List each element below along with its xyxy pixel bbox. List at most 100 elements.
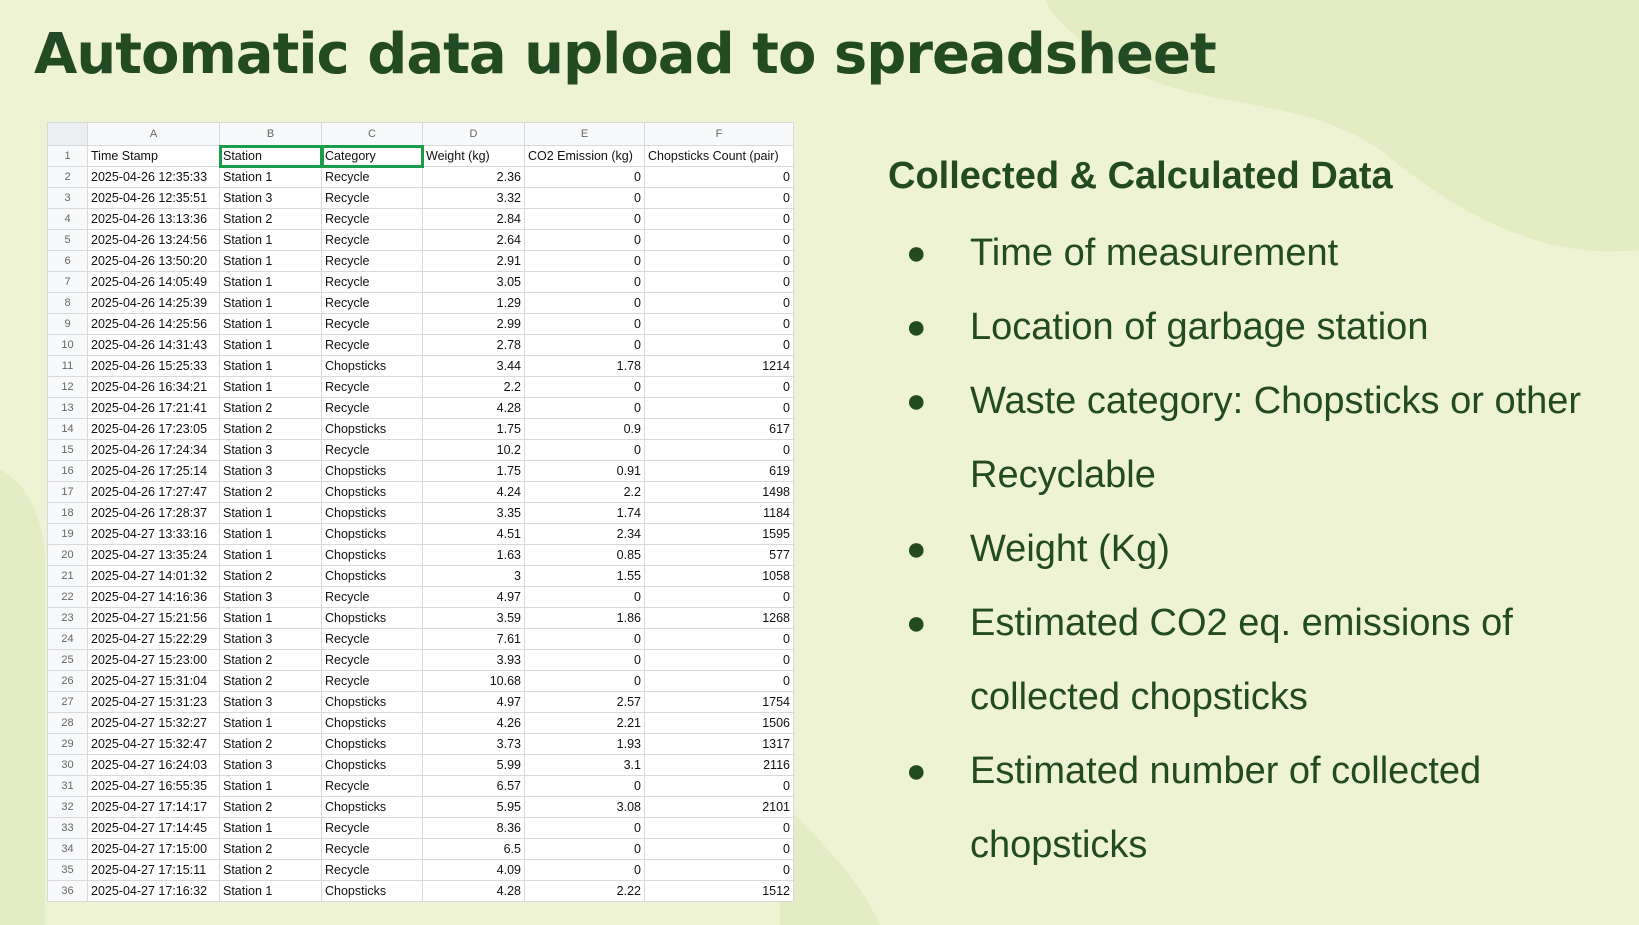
table-cell[interactable]: 2025-04-27 15:31:23: [87, 691, 220, 713]
table-cell[interactable]: Station 1: [219, 271, 322, 293]
table-cell[interactable]: Chopsticks: [321, 691, 423, 713]
table-cell[interactable]: 0: [644, 859, 794, 881]
row-number[interactable]: 10: [47, 334, 88, 356]
row-number[interactable]: 15: [47, 439, 88, 461]
table-cell[interactable]: 2025-04-26 14:05:49: [87, 271, 220, 293]
table-cell[interactable]: Recycle: [321, 439, 423, 461]
table-cell[interactable]: Station 1: [219, 817, 322, 839]
table-cell[interactable]: 4.97: [422, 691, 525, 713]
table-cell[interactable]: Station 2: [219, 649, 322, 671]
table-cell[interactable]: 4.09: [422, 859, 525, 881]
table-cell[interactable]: Station 3: [219, 628, 322, 650]
table-cell[interactable]: Station 2: [219, 397, 322, 419]
table-cell[interactable]: 1498: [644, 481, 794, 503]
table-cell[interactable]: Station 1: [219, 313, 322, 335]
table-cell[interactable]: 0: [644, 271, 794, 293]
table-cell[interactable]: 3.59: [422, 607, 525, 629]
row-number[interactable]: 35: [47, 859, 88, 881]
table-cell[interactable]: 2025-04-27 17:15:00: [87, 838, 220, 860]
row-number[interactable]: 25: [47, 649, 88, 671]
table-cell[interactable]: 0: [524, 817, 645, 839]
table-cell[interactable]: 0: [644, 250, 794, 272]
table-cell[interactable]: Station 3: [219, 439, 322, 461]
table-cell[interactable]: Recycle: [321, 292, 423, 314]
table-cell[interactable]: 1595: [644, 523, 794, 545]
table-cell[interactable]: 2025-04-27 13:35:24: [87, 544, 220, 566]
table-cell[interactable]: 577: [644, 544, 794, 566]
table-cell[interactable]: 1268: [644, 607, 794, 629]
row-number[interactable]: 31: [47, 775, 88, 797]
row-number[interactable]: 12: [47, 376, 88, 398]
table-cell[interactable]: 1317: [644, 733, 794, 755]
table-cell[interactable]: 1.75: [422, 460, 525, 482]
table-cell[interactable]: 0.9: [524, 418, 645, 440]
table-cell[interactable]: 2.21: [524, 712, 645, 734]
table-cell[interactable]: 1.29: [422, 292, 525, 314]
table-cell[interactable]: 2025-04-27 17:16:32: [87, 880, 220, 902]
table-cell[interactable]: 0: [524, 397, 645, 419]
table-cell[interactable]: Chopsticks: [321, 607, 423, 629]
table-cell[interactable]: 2025-04-27 16:55:35: [87, 775, 220, 797]
column-letter[interactable]: C: [321, 122, 423, 146]
table-cell[interactable]: 1.78: [524, 355, 645, 377]
table-cell[interactable]: 0: [524, 376, 645, 398]
table-cell[interactable]: 2025-04-26 13:13:36: [87, 208, 220, 230]
row-number[interactable]: 1: [47, 145, 88, 167]
table-cell[interactable]: 0: [644, 334, 794, 356]
table-cell[interactable]: 1.93: [524, 733, 645, 755]
table-cell[interactable]: 2025-04-26 17:23:05: [87, 418, 220, 440]
header-cell[interactable]: Station: [218, 144, 323, 168]
table-cell[interactable]: 0: [644, 397, 794, 419]
table-cell[interactable]: Recycle: [321, 817, 423, 839]
table-cell[interactable]: 2025-04-26 17:27:47: [87, 481, 220, 503]
table-cell[interactable]: Station 1: [219, 712, 322, 734]
table-cell[interactable]: 3.32: [422, 187, 525, 209]
table-cell[interactable]: 0: [524, 208, 645, 230]
header-cell[interactable]: CO2 Emission (kg): [524, 145, 645, 167]
table-cell[interactable]: Station 2: [219, 418, 322, 440]
table-cell[interactable]: 2025-04-27 15:21:56: [87, 607, 220, 629]
table-cell[interactable]: 2.22: [524, 880, 645, 902]
table-cell[interactable]: Station 3: [219, 187, 322, 209]
table-cell[interactable]: Station 1: [219, 544, 322, 566]
table-cell[interactable]: 0: [524, 586, 645, 608]
table-cell[interactable]: 2025-04-26 15:25:33: [87, 355, 220, 377]
table-cell[interactable]: 4.97: [422, 586, 525, 608]
table-cell[interactable]: Station 1: [219, 166, 322, 188]
table-cell[interactable]: 0: [644, 670, 794, 692]
table-cell[interactable]: 1512: [644, 880, 794, 902]
row-number[interactable]: 22: [47, 586, 88, 608]
table-cell[interactable]: 3.73: [422, 733, 525, 755]
table-cell[interactable]: Station 3: [219, 460, 322, 482]
table-cell[interactable]: Station 1: [219, 334, 322, 356]
table-cell[interactable]: 0: [644, 208, 794, 230]
table-cell[interactable]: Station 2: [219, 670, 322, 692]
table-cell[interactable]: 3.05: [422, 271, 525, 293]
column-letter[interactable]: F: [644, 122, 794, 146]
table-cell[interactable]: Chopsticks: [321, 880, 423, 902]
table-cell[interactable]: 2025-04-26 12:35:51: [87, 187, 220, 209]
table-cell[interactable]: 2025-04-27 14:01:32: [87, 565, 220, 587]
table-cell[interactable]: 2025-04-26 17:21:41: [87, 397, 220, 419]
table-cell[interactable]: 3: [422, 565, 525, 587]
table-cell[interactable]: 2025-04-27 14:16:36: [87, 586, 220, 608]
table-cell[interactable]: 1.75: [422, 418, 525, 440]
table-cell[interactable]: Recycle: [321, 397, 423, 419]
row-number[interactable]: 6: [47, 250, 88, 272]
column-letter[interactable]: E: [524, 122, 645, 146]
table-cell[interactable]: 0: [524, 250, 645, 272]
row-number[interactable]: 8: [47, 292, 88, 314]
table-cell[interactable]: 619: [644, 460, 794, 482]
row-number[interactable]: 28: [47, 712, 88, 734]
table-cell[interactable]: Station 3: [219, 691, 322, 713]
table-cell[interactable]: Station 1: [219, 250, 322, 272]
table-cell[interactable]: 0: [644, 166, 794, 188]
table-cell[interactable]: 2.99: [422, 313, 525, 335]
table-cell[interactable]: Station 2: [219, 208, 322, 230]
header-cell[interactable]: Category: [320, 144, 424, 168]
table-cell[interactable]: 2025-04-27 17:14:45: [87, 817, 220, 839]
table-cell[interactable]: 4.24: [422, 481, 525, 503]
table-cell[interactable]: Station 1: [219, 376, 322, 398]
row-number[interactable]: 27: [47, 691, 88, 713]
row-number[interactable]: 21: [47, 565, 88, 587]
